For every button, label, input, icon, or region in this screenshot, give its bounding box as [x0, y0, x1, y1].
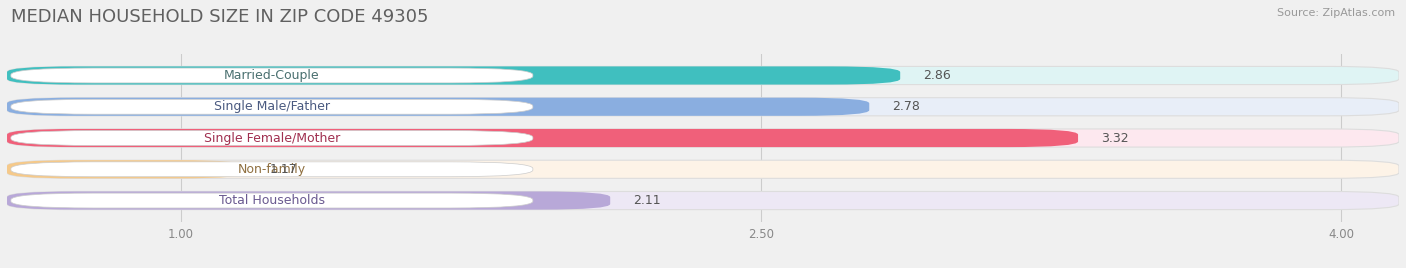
Text: Married-Couple: Married-Couple — [224, 69, 319, 82]
Text: Source: ZipAtlas.com: Source: ZipAtlas.com — [1277, 8, 1395, 18]
FancyBboxPatch shape — [7, 191, 1399, 210]
FancyBboxPatch shape — [11, 193, 533, 208]
Text: 2.11: 2.11 — [633, 194, 661, 207]
Text: 2.78: 2.78 — [893, 100, 921, 113]
FancyBboxPatch shape — [7, 66, 900, 85]
Text: Total Households: Total Households — [219, 194, 325, 207]
Text: Single Male/Father: Single Male/Father — [214, 100, 330, 113]
FancyBboxPatch shape — [7, 66, 1399, 85]
FancyBboxPatch shape — [7, 160, 246, 178]
Text: 2.86: 2.86 — [924, 69, 950, 82]
FancyBboxPatch shape — [7, 98, 869, 116]
FancyBboxPatch shape — [7, 160, 1399, 178]
Text: Single Female/Mother: Single Female/Mother — [204, 132, 340, 144]
FancyBboxPatch shape — [11, 162, 533, 177]
FancyBboxPatch shape — [7, 129, 1078, 147]
FancyBboxPatch shape — [7, 98, 1399, 116]
FancyBboxPatch shape — [11, 68, 533, 83]
FancyBboxPatch shape — [7, 129, 1399, 147]
Text: Non-family: Non-family — [238, 163, 307, 176]
FancyBboxPatch shape — [11, 131, 533, 146]
Text: MEDIAN HOUSEHOLD SIZE IN ZIP CODE 49305: MEDIAN HOUSEHOLD SIZE IN ZIP CODE 49305 — [11, 8, 429, 26]
Text: 3.32: 3.32 — [1101, 132, 1129, 144]
FancyBboxPatch shape — [11, 99, 533, 114]
FancyBboxPatch shape — [7, 191, 610, 210]
Text: 1.17: 1.17 — [270, 163, 298, 176]
